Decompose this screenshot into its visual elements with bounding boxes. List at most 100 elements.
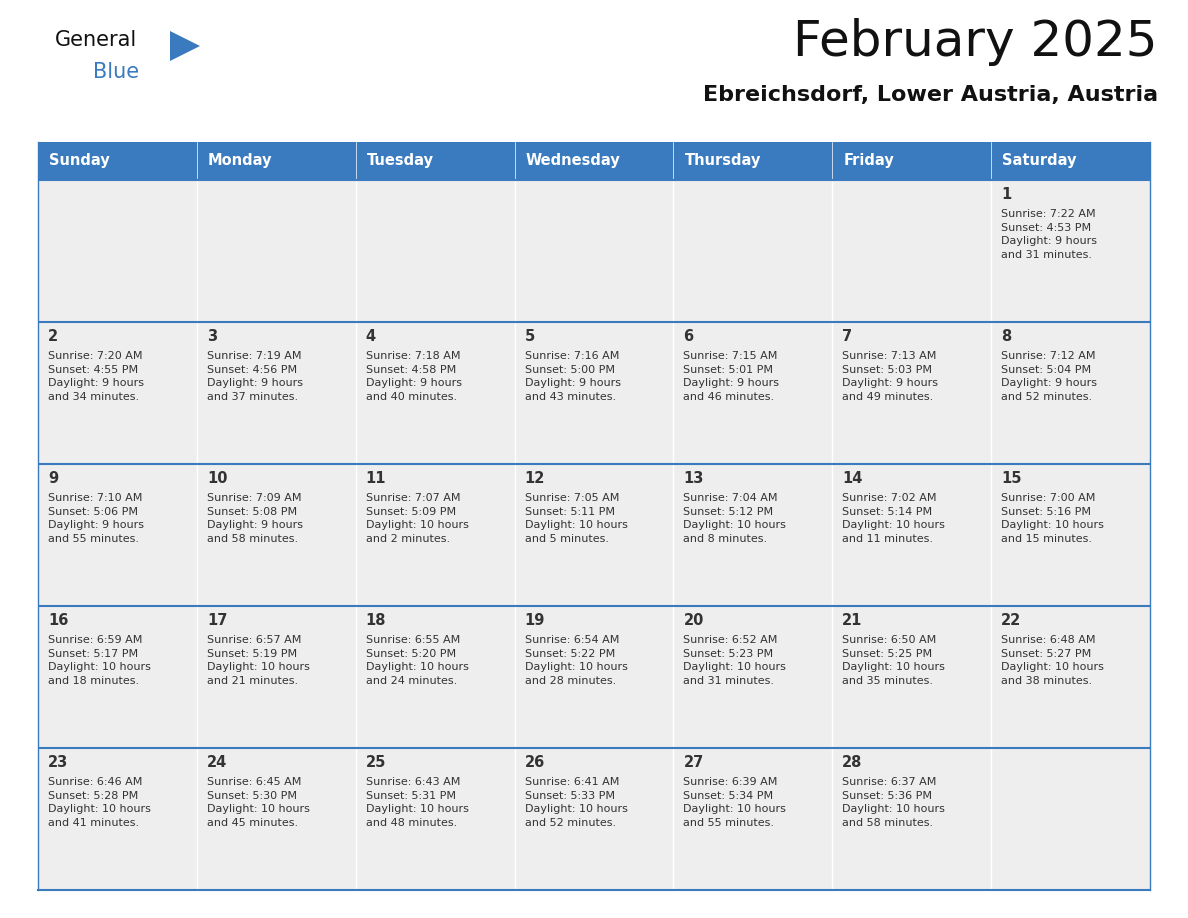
Bar	[197, 322, 355, 464]
Text: Thursday: Thursday	[684, 153, 762, 169]
Text: 28: 28	[842, 755, 862, 770]
Text: Sunrise: 7:22 AM
Sunset: 4:53 PM
Daylight: 9 hours
and 31 minutes.: Sunrise: 7:22 AM Sunset: 4:53 PM Dayligh…	[1001, 209, 1098, 260]
Bar	[197, 606, 355, 748]
Text: Ebreichsdorf, Lower Austria, Austria: Ebreichsdorf, Lower Austria, Austria	[703, 85, 1158, 105]
Text: Sunrise: 7:15 AM
Sunset: 5:01 PM
Daylight: 9 hours
and 46 minutes.: Sunrise: 7:15 AM Sunset: 5:01 PM Dayligh…	[683, 351, 779, 402]
Bar	[355, 748, 514, 890]
Text: Sunrise: 6:54 AM
Sunset: 5:22 PM
Daylight: 10 hours
and 28 minutes.: Sunrise: 6:54 AM Sunset: 5:22 PM Dayligh…	[525, 635, 627, 686]
Text: Sunrise: 6:37 AM
Sunset: 5:36 PM
Daylight: 10 hours
and 58 minutes.: Sunrise: 6:37 AM Sunset: 5:36 PM Dayligh…	[842, 777, 946, 828]
Bar	[991, 142, 1150, 180]
Bar	[833, 464, 991, 606]
Bar	[38, 142, 197, 180]
Bar	[38, 322, 197, 464]
Text: Sunrise: 7:00 AM
Sunset: 5:16 PM
Daylight: 10 hours
and 15 minutes.: Sunrise: 7:00 AM Sunset: 5:16 PM Dayligh…	[1001, 493, 1104, 543]
Text: 14: 14	[842, 471, 862, 486]
Text: General: General	[55, 30, 138, 50]
Text: 20: 20	[683, 613, 703, 628]
Text: Sunrise: 6:55 AM
Sunset: 5:20 PM
Daylight: 10 hours
and 24 minutes.: Sunrise: 6:55 AM Sunset: 5:20 PM Dayligh…	[366, 635, 468, 686]
Text: 18: 18	[366, 613, 386, 628]
Text: Blue: Blue	[93, 62, 139, 82]
Bar	[355, 180, 514, 322]
Bar	[991, 464, 1150, 606]
Text: Sunrise: 7:19 AM
Sunset: 4:56 PM
Daylight: 9 hours
and 37 minutes.: Sunrise: 7:19 AM Sunset: 4:56 PM Dayligh…	[207, 351, 303, 402]
Bar	[991, 180, 1150, 322]
Bar	[833, 748, 991, 890]
Text: 26: 26	[525, 755, 545, 770]
Bar	[991, 322, 1150, 464]
Text: 25: 25	[366, 755, 386, 770]
Bar	[38, 464, 197, 606]
Bar	[674, 464, 833, 606]
Bar	[197, 142, 355, 180]
Bar	[514, 606, 674, 748]
Text: Sunrise: 7:02 AM
Sunset: 5:14 PM
Daylight: 10 hours
and 11 minutes.: Sunrise: 7:02 AM Sunset: 5:14 PM Dayligh…	[842, 493, 946, 543]
Bar	[674, 180, 833, 322]
Bar	[355, 142, 514, 180]
Text: Friday: Friday	[843, 153, 895, 169]
Text: 6: 6	[683, 329, 694, 344]
Bar	[38, 748, 197, 890]
Text: Sunrise: 6:59 AM
Sunset: 5:17 PM
Daylight: 10 hours
and 18 minutes.: Sunrise: 6:59 AM Sunset: 5:17 PM Dayligh…	[48, 635, 151, 686]
Text: Sunrise: 6:41 AM
Sunset: 5:33 PM
Daylight: 10 hours
and 52 minutes.: Sunrise: 6:41 AM Sunset: 5:33 PM Dayligh…	[525, 777, 627, 828]
Bar	[674, 606, 833, 748]
Text: 24: 24	[207, 755, 227, 770]
Bar	[833, 142, 991, 180]
Bar	[38, 180, 197, 322]
Bar	[833, 606, 991, 748]
Bar	[355, 322, 514, 464]
Text: 7: 7	[842, 329, 853, 344]
Bar	[38, 606, 197, 748]
Text: 4: 4	[366, 329, 375, 344]
Text: 27: 27	[683, 755, 703, 770]
Text: Sunrise: 7:18 AM
Sunset: 4:58 PM
Daylight: 9 hours
and 40 minutes.: Sunrise: 7:18 AM Sunset: 4:58 PM Dayligh…	[366, 351, 462, 402]
Text: Saturday: Saturday	[1003, 153, 1076, 169]
Text: Wednesday: Wednesday	[526, 153, 620, 169]
Text: Sunrise: 6:57 AM
Sunset: 5:19 PM
Daylight: 10 hours
and 21 minutes.: Sunrise: 6:57 AM Sunset: 5:19 PM Dayligh…	[207, 635, 310, 686]
Bar	[674, 142, 833, 180]
Text: 5: 5	[525, 329, 535, 344]
Bar	[991, 748, 1150, 890]
Text: 3: 3	[207, 329, 217, 344]
Text: Sunrise: 7:12 AM
Sunset: 5:04 PM
Daylight: 9 hours
and 52 minutes.: Sunrise: 7:12 AM Sunset: 5:04 PM Dayligh…	[1001, 351, 1098, 402]
Text: 23: 23	[48, 755, 68, 770]
Text: Sunrise: 6:46 AM
Sunset: 5:28 PM
Daylight: 10 hours
and 41 minutes.: Sunrise: 6:46 AM Sunset: 5:28 PM Dayligh…	[48, 777, 151, 828]
Bar	[674, 748, 833, 890]
Text: Sunrise: 7:13 AM
Sunset: 5:03 PM
Daylight: 9 hours
and 49 minutes.: Sunrise: 7:13 AM Sunset: 5:03 PM Dayligh…	[842, 351, 939, 402]
Polygon shape	[170, 31, 200, 61]
Text: 22: 22	[1001, 613, 1022, 628]
Text: Monday: Monday	[208, 153, 272, 169]
Bar	[355, 464, 514, 606]
Text: Sunrise: 7:16 AM
Sunset: 5:00 PM
Daylight: 9 hours
and 43 minutes.: Sunrise: 7:16 AM Sunset: 5:00 PM Dayligh…	[525, 351, 620, 402]
Bar	[514, 142, 674, 180]
Text: Sunrise: 6:48 AM
Sunset: 5:27 PM
Daylight: 10 hours
and 38 minutes.: Sunrise: 6:48 AM Sunset: 5:27 PM Dayligh…	[1001, 635, 1104, 686]
Text: Sunrise: 6:50 AM
Sunset: 5:25 PM
Daylight: 10 hours
and 35 minutes.: Sunrise: 6:50 AM Sunset: 5:25 PM Dayligh…	[842, 635, 946, 686]
Text: 15: 15	[1001, 471, 1022, 486]
Text: 16: 16	[48, 613, 69, 628]
Text: 13: 13	[683, 471, 703, 486]
Text: Sunrise: 7:09 AM
Sunset: 5:08 PM
Daylight: 9 hours
and 58 minutes.: Sunrise: 7:09 AM Sunset: 5:08 PM Dayligh…	[207, 493, 303, 543]
Text: Sunrise: 7:10 AM
Sunset: 5:06 PM
Daylight: 9 hours
and 55 minutes.: Sunrise: 7:10 AM Sunset: 5:06 PM Dayligh…	[48, 493, 144, 543]
Bar	[674, 322, 833, 464]
Bar	[197, 748, 355, 890]
Text: 2: 2	[48, 329, 58, 344]
Text: 19: 19	[525, 613, 545, 628]
Text: 21: 21	[842, 613, 862, 628]
Text: February 2025: February 2025	[794, 18, 1158, 66]
Text: Sunrise: 7:07 AM
Sunset: 5:09 PM
Daylight: 10 hours
and 2 minutes.: Sunrise: 7:07 AM Sunset: 5:09 PM Dayligh…	[366, 493, 468, 543]
Bar	[991, 606, 1150, 748]
Bar	[514, 322, 674, 464]
Text: Sunrise: 6:43 AM
Sunset: 5:31 PM
Daylight: 10 hours
and 48 minutes.: Sunrise: 6:43 AM Sunset: 5:31 PM Dayligh…	[366, 777, 468, 828]
Bar	[197, 180, 355, 322]
Bar	[833, 322, 991, 464]
Bar	[514, 464, 674, 606]
Text: Sunrise: 6:39 AM
Sunset: 5:34 PM
Daylight: 10 hours
and 55 minutes.: Sunrise: 6:39 AM Sunset: 5:34 PM Dayligh…	[683, 777, 786, 828]
Text: 1: 1	[1001, 187, 1011, 202]
Text: Sunday: Sunday	[49, 153, 109, 169]
Text: Sunrise: 6:45 AM
Sunset: 5:30 PM
Daylight: 10 hours
and 45 minutes.: Sunrise: 6:45 AM Sunset: 5:30 PM Dayligh…	[207, 777, 310, 828]
Text: Sunrise: 7:20 AM
Sunset: 4:55 PM
Daylight: 9 hours
and 34 minutes.: Sunrise: 7:20 AM Sunset: 4:55 PM Dayligh…	[48, 351, 144, 402]
Text: Sunrise: 6:52 AM
Sunset: 5:23 PM
Daylight: 10 hours
and 31 minutes.: Sunrise: 6:52 AM Sunset: 5:23 PM Dayligh…	[683, 635, 786, 686]
Text: 11: 11	[366, 471, 386, 486]
Text: 17: 17	[207, 613, 227, 628]
Text: Sunrise: 7:04 AM
Sunset: 5:12 PM
Daylight: 10 hours
and 8 minutes.: Sunrise: 7:04 AM Sunset: 5:12 PM Dayligh…	[683, 493, 786, 543]
Bar	[197, 464, 355, 606]
